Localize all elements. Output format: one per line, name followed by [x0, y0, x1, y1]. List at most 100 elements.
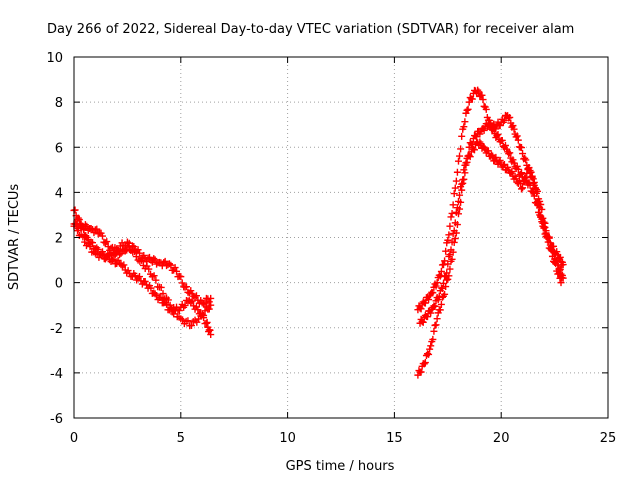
data-point — [188, 297, 196, 305]
data-point — [556, 253, 564, 261]
data-point — [136, 249, 144, 257]
data-point — [446, 251, 454, 259]
y-tick-label: -4 — [50, 367, 63, 382]
data-point — [74, 227, 82, 235]
data-point — [421, 359, 429, 367]
data-point — [447, 213, 455, 221]
data-point — [489, 152, 497, 160]
data-point — [125, 239, 133, 247]
data-point — [517, 185, 525, 193]
data-point — [551, 258, 559, 266]
data-point — [485, 119, 493, 127]
data-point — [71, 206, 79, 214]
data-point — [171, 264, 179, 272]
data-point — [151, 290, 159, 298]
x-tick-label: 20 — [493, 431, 510, 446]
data-point — [101, 239, 109, 247]
data-point — [458, 132, 466, 140]
data-point — [452, 208, 460, 216]
data-point — [496, 122, 504, 130]
data-point — [150, 272, 158, 280]
data-point — [426, 345, 434, 353]
data-point — [120, 261, 128, 269]
data-point — [171, 307, 179, 315]
data-point — [463, 106, 471, 114]
data-point — [451, 184, 459, 192]
data-point — [527, 168, 535, 176]
data-point — [163, 300, 171, 308]
data-point — [458, 186, 466, 194]
data-point — [184, 317, 192, 325]
data-point — [152, 276, 160, 284]
data-point — [177, 273, 185, 281]
data-point — [510, 159, 518, 167]
data-point — [420, 360, 428, 368]
data-point — [531, 184, 539, 192]
data-point — [432, 282, 440, 290]
data-point — [488, 151, 496, 159]
x-axis-label: GPS time / hours — [286, 459, 395, 474]
data-point — [179, 316, 187, 324]
data-point — [524, 165, 532, 173]
data-point — [118, 262, 126, 270]
data-point — [521, 154, 529, 162]
x-tick-labels: 0 5 10 15 20 25 — [70, 431, 616, 446]
tick-marks — [73, 56, 609, 419]
data-point — [444, 260, 452, 268]
x-tick-label: 10 — [279, 431, 296, 446]
data-point — [138, 256, 146, 264]
data-point — [116, 251, 124, 259]
data-point — [460, 166, 468, 174]
data-point — [136, 273, 144, 281]
data-point — [200, 311, 208, 319]
data-point — [115, 246, 122, 254]
data-point — [537, 213, 545, 221]
data-point — [141, 277, 149, 285]
data-point — [145, 265, 153, 273]
y-tick-labels: -6 -4 -2 0 2 4 6 8 10 — [46, 51, 63, 427]
x-tick-label: 5 — [177, 431, 185, 446]
data-point — [150, 255, 158, 263]
data-point — [478, 91, 486, 99]
data-point — [540, 223, 548, 231]
x-tick-label: 0 — [70, 431, 78, 446]
data-point — [131, 247, 139, 255]
data-point — [435, 292, 443, 300]
data-point — [456, 152, 464, 160]
data-point — [425, 350, 433, 358]
data-point — [488, 124, 496, 132]
data-point — [454, 197, 462, 205]
data-point — [484, 147, 492, 155]
data-point — [454, 157, 462, 165]
data-point — [203, 318, 211, 326]
data-point — [501, 142, 509, 150]
y-tick-label: -6 — [50, 412, 63, 427]
chart-title: Day 266 of 2022, Sidereal Day-to-day VTE… — [47, 22, 574, 37]
data-point — [458, 180, 466, 188]
data-point — [435, 271, 443, 279]
data-point — [444, 236, 452, 244]
data-point — [102, 254, 110, 262]
data-point — [434, 296, 442, 304]
data-point — [134, 246, 142, 254]
data-point — [205, 298, 213, 306]
data-point — [525, 164, 533, 172]
data-point — [547, 246, 555, 254]
data-point — [93, 225, 101, 233]
data-point — [466, 153, 474, 161]
data-point — [453, 204, 461, 212]
data-point — [451, 219, 459, 227]
x-tick-label: 25 — [600, 431, 617, 446]
data-point — [72, 220, 80, 228]
data-point — [556, 274, 564, 282]
data-point — [448, 209, 456, 217]
data-point — [433, 315, 441, 323]
data-point — [157, 283, 165, 291]
data-point — [419, 318, 427, 326]
data-point — [147, 284, 155, 292]
data-point — [187, 321, 195, 329]
data-point — [519, 184, 527, 192]
data-point — [522, 156, 530, 164]
data-point — [471, 146, 478, 154]
data-point — [433, 279, 441, 287]
